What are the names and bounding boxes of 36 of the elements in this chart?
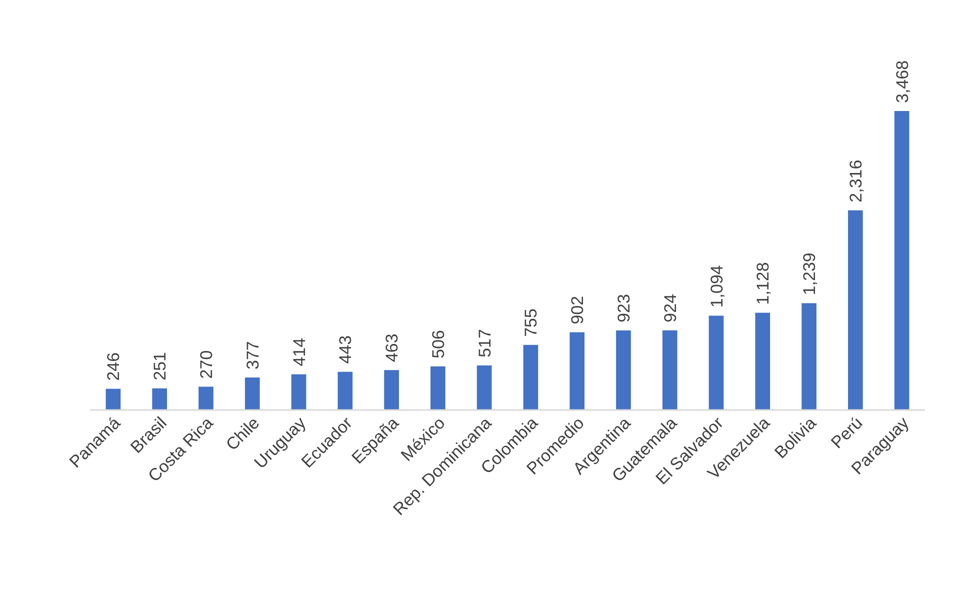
bar: [662, 330, 678, 410]
data-label: 923: [614, 294, 634, 322]
bar: [291, 374, 306, 410]
data-label: 270: [196, 350, 216, 379]
bar: [476, 365, 492, 410]
data-label: 377: [243, 341, 262, 370]
data-label: 414: [290, 338, 309, 366]
data-label: 1,094: [707, 265, 726, 308]
bar: [708, 316, 724, 410]
data-label: 924: [660, 294, 680, 322]
data-label: 902: [568, 296, 588, 324]
bar: [106, 388, 121, 410]
bar: [338, 372, 353, 410]
data-label: 246: [104, 352, 124, 381]
data-label: 506: [428, 330, 448, 358]
bar: [198, 386, 214, 410]
bar: [616, 330, 631, 410]
bar: [570, 332, 585, 410]
bar: [523, 344, 538, 410]
bar: [384, 370, 399, 410]
data-label: 517: [475, 329, 494, 358]
bar: [430, 366, 446, 410]
data-label: 443: [336, 335, 356, 364]
data-label: 3,468: [892, 60, 912, 103]
data-label: 1,239: [800, 252, 820, 296]
bar: [802, 303, 816, 410]
bar: [152, 388, 168, 410]
data-label: 463: [382, 334, 402, 362]
bar: [848, 210, 863, 410]
bar: [244, 377, 260, 410]
data-label: 251: [150, 352, 170, 380]
data-label: 1,128: [754, 262, 773, 305]
data-label: 2,316: [846, 160, 866, 202]
bar: [894, 111, 910, 410]
bar: [755, 312, 770, 410]
data-label: 755: [522, 308, 541, 337]
